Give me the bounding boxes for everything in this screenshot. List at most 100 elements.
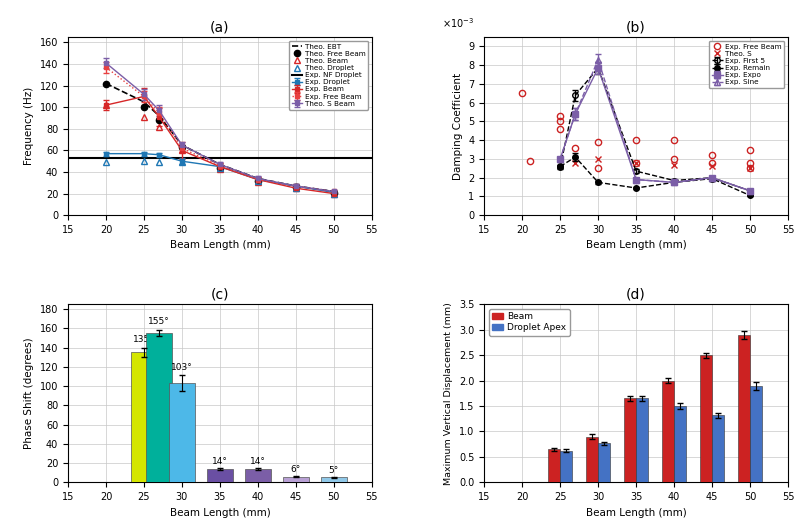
Theo. S: [707, 163, 717, 170]
Theo. S: [594, 156, 603, 162]
Bar: [245, 469, 271, 482]
Y-axis label: Maximum Vertical Displacement (mm): Maximum Vertical Displacement (mm): [445, 302, 454, 485]
Legend: Beam, Droplet Apex: Beam, Droplet Apex: [489, 309, 570, 336]
Bar: [146, 333, 173, 482]
Text: 6°: 6°: [290, 465, 301, 474]
Theo. Free Beam: [215, 164, 225, 171]
Legend: Exp. Free Beam, Theo. S, Exp. First 5, Exp. Remain, Exp. Expo, Exp. Sine: Exp. Free Beam, Theo. S, Exp. First 5, E…: [709, 41, 784, 88]
Theo. Beam: [215, 165, 225, 172]
Line: Theo. Droplet: Theo. Droplet: [103, 158, 337, 197]
Title: (c): (c): [210, 288, 229, 302]
Theo. Droplet: [215, 164, 225, 171]
Exp. Free Beam: [555, 113, 565, 119]
Text: $\times10^{-3}$: $\times10^{-3}$: [442, 16, 474, 30]
Exp. Free Beam: [518, 90, 527, 96]
Exp. Free Beam: [746, 146, 755, 153]
Exp. Free Beam: [707, 152, 717, 158]
Line: Theo. Free Beam: Theo. Free Beam: [103, 81, 337, 196]
Theo. Droplet: [154, 159, 164, 165]
Theo. EBT: [329, 188, 338, 195]
Line: Exp. Free Beam: Exp. Free Beam: [519, 90, 753, 171]
Theo. Beam: [329, 190, 338, 197]
Bar: [674, 406, 686, 482]
Exp. Free Beam: [631, 160, 641, 166]
Bar: [282, 476, 309, 482]
Bar: [586, 437, 598, 482]
Bar: [130, 352, 158, 482]
Theo. EBT: [154, 113, 164, 119]
Theo. Droplet: [253, 178, 262, 184]
Bar: [712, 415, 724, 482]
Bar: [169, 383, 195, 482]
Theo. S: [631, 160, 641, 166]
Theo. Free Beam: [177, 144, 186, 151]
X-axis label: Beam Length (mm): Beam Length (mm): [586, 241, 686, 251]
Bar: [321, 478, 347, 482]
Y-axis label: Damping Coefficient: Damping Coefficient: [453, 73, 462, 180]
Theo. S: [670, 162, 679, 168]
Text: 155°: 155°: [148, 317, 170, 326]
Theo. Droplet: [101, 159, 110, 165]
Theo. Free Beam: [101, 81, 110, 87]
Theo. Free Beam: [329, 189, 338, 196]
X-axis label: Beam Length (mm): Beam Length (mm): [586, 508, 686, 518]
Line: Theo. Beam: Theo. Beam: [103, 102, 337, 197]
Bar: [206, 469, 233, 482]
Text: 14°: 14°: [250, 457, 266, 466]
Theo. Beam: [154, 123, 164, 130]
Exp. Free Beam: [746, 160, 755, 166]
Exp. Free Beam: [594, 165, 603, 172]
X-axis label: Beam Length (mm): Beam Length (mm): [170, 508, 270, 518]
Exp. Free Beam: [570, 145, 580, 151]
Theo. Droplet: [329, 190, 338, 197]
Theo. Droplet: [177, 159, 186, 165]
Theo. Droplet: [291, 185, 301, 191]
Theo. Beam: [177, 147, 186, 154]
Bar: [738, 335, 750, 482]
Bar: [624, 399, 636, 482]
Text: 5°: 5°: [329, 465, 339, 474]
Line: Theo. EBT: Theo. EBT: [106, 84, 334, 191]
Theo. Free Beam: [253, 178, 262, 184]
Exp. Free Beam: [555, 118, 565, 125]
Theo. Droplet: [139, 158, 149, 164]
Theo. S: [570, 160, 580, 166]
Exp. Free Beam: [670, 137, 679, 144]
Title: (d): (d): [626, 288, 646, 302]
Exp. Free Beam: [670, 156, 679, 162]
Theo. Free Beam: [139, 104, 149, 110]
Bar: [598, 443, 610, 482]
Theo. EBT: [177, 142, 186, 148]
Title: (b): (b): [626, 21, 646, 34]
Bar: [636, 399, 648, 482]
X-axis label: Beam Length (mm): Beam Length (mm): [170, 241, 270, 251]
Theo. Beam: [253, 179, 262, 185]
Title: (a): (a): [210, 21, 230, 34]
Y-axis label: Frequency (Hz): Frequency (Hz): [24, 87, 34, 165]
Theo. Free Beam: [154, 117, 164, 123]
Theo. Beam: [101, 102, 110, 108]
Text: 135°: 135°: [133, 334, 155, 343]
Exp. Free Beam: [707, 160, 717, 166]
Exp. Free Beam: [746, 165, 755, 172]
Exp. Free Beam: [594, 139, 603, 145]
Line: Theo. S: Theo. S: [572, 155, 754, 172]
Theo. EBT: [291, 183, 301, 189]
Theo. EBT: [215, 161, 225, 167]
Theo. Beam: [139, 114, 149, 120]
Bar: [700, 355, 712, 482]
Bar: [750, 386, 762, 482]
Exp. Free Beam: [631, 137, 641, 144]
Theo. Beam: [291, 185, 301, 191]
Bar: [662, 381, 674, 482]
Bar: [560, 450, 572, 482]
Theo. EBT: [139, 99, 149, 105]
Bar: [548, 449, 560, 482]
Legend: Theo. EBT, Theo. Free Beam, Theo. Beam, Theo. Droplet, Exp. NF Droplet, Exp. Dro: Theo. EBT, Theo. Free Beam, Theo. Beam, …: [289, 41, 368, 110]
Theo. S: [746, 165, 755, 172]
Theo. Free Beam: [291, 184, 301, 190]
Exp. Free Beam: [525, 157, 534, 164]
Text: 14°: 14°: [212, 457, 228, 466]
Theo. EBT: [101, 81, 110, 87]
Exp. Free Beam: [555, 126, 565, 132]
